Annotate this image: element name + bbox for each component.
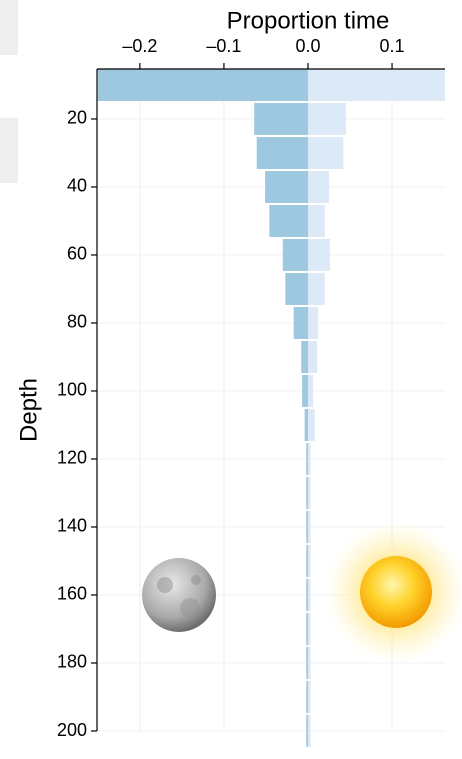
y-tick-label: 80 — [67, 312, 87, 332]
bar — [307, 137, 344, 169]
bar — [307, 681, 311, 713]
bar — [307, 375, 314, 407]
x-tick-label: 0.1 — [380, 36, 405, 56]
x-tick-label: 0.0 — [295, 36, 320, 56]
bar — [302, 375, 308, 407]
ui-panel — [0, 0, 18, 55]
bar — [306, 511, 308, 543]
y-axis-title: Depth — [15, 378, 42, 442]
bar — [307, 273, 325, 305]
bar — [307, 341, 318, 373]
bar — [282, 239, 308, 271]
y-tick-label: 40 — [67, 176, 87, 196]
y-tick-label: 160 — [57, 584, 87, 604]
bar — [307, 103, 346, 135]
bar — [307, 69, 445, 101]
bar — [307, 409, 315, 441]
bar — [306, 579, 308, 611]
x-tick-label: –0.2 — [122, 36, 157, 56]
y-tick-label: 180 — [57, 652, 87, 672]
y-tick-label: 140 — [57, 516, 87, 536]
bar — [307, 545, 311, 577]
bar — [307, 307, 319, 339]
y-tick-label: 60 — [67, 244, 87, 264]
bar — [306, 715, 308, 747]
bar — [254, 103, 308, 135]
bar — [306, 613, 308, 645]
bar — [97, 69, 308, 101]
axis-title: Proportion time — [227, 7, 390, 34]
moon-icon — [142, 558, 216, 632]
bar — [307, 477, 311, 509]
y-tick-label: 200 — [57, 720, 87, 740]
bar — [304, 409, 308, 441]
y-tick-label: 20 — [67, 108, 87, 128]
bar — [307, 511, 311, 543]
bar — [307, 205, 325, 237]
bar — [307, 647, 311, 679]
y-tick-label: 100 — [57, 380, 87, 400]
bar — [307, 579, 311, 611]
bar — [306, 477, 308, 509]
bar — [285, 273, 308, 305]
bar — [265, 171, 308, 203]
bar — [307, 239, 330, 271]
bar — [306, 443, 308, 475]
bar — [307, 171, 329, 203]
bar — [256, 137, 308, 169]
plot-area: –0.2 –0.1 0.0 0.1 20 40 60 80 100 120 140 160 180 200 — [57, 36, 445, 747]
bar — [306, 681, 308, 713]
bar — [269, 205, 308, 237]
bar — [293, 307, 308, 339]
bar — [307, 715, 311, 747]
bar — [307, 443, 311, 475]
bar — [301, 341, 308, 373]
y-tick-label: 120 — [57, 448, 87, 468]
ui-panel — [0, 118, 18, 183]
sun-icon — [324, 520, 462, 664]
bar — [306, 545, 308, 577]
x-tick-label: –0.1 — [206, 36, 241, 56]
bar — [306, 647, 308, 679]
bar — [307, 613, 311, 645]
